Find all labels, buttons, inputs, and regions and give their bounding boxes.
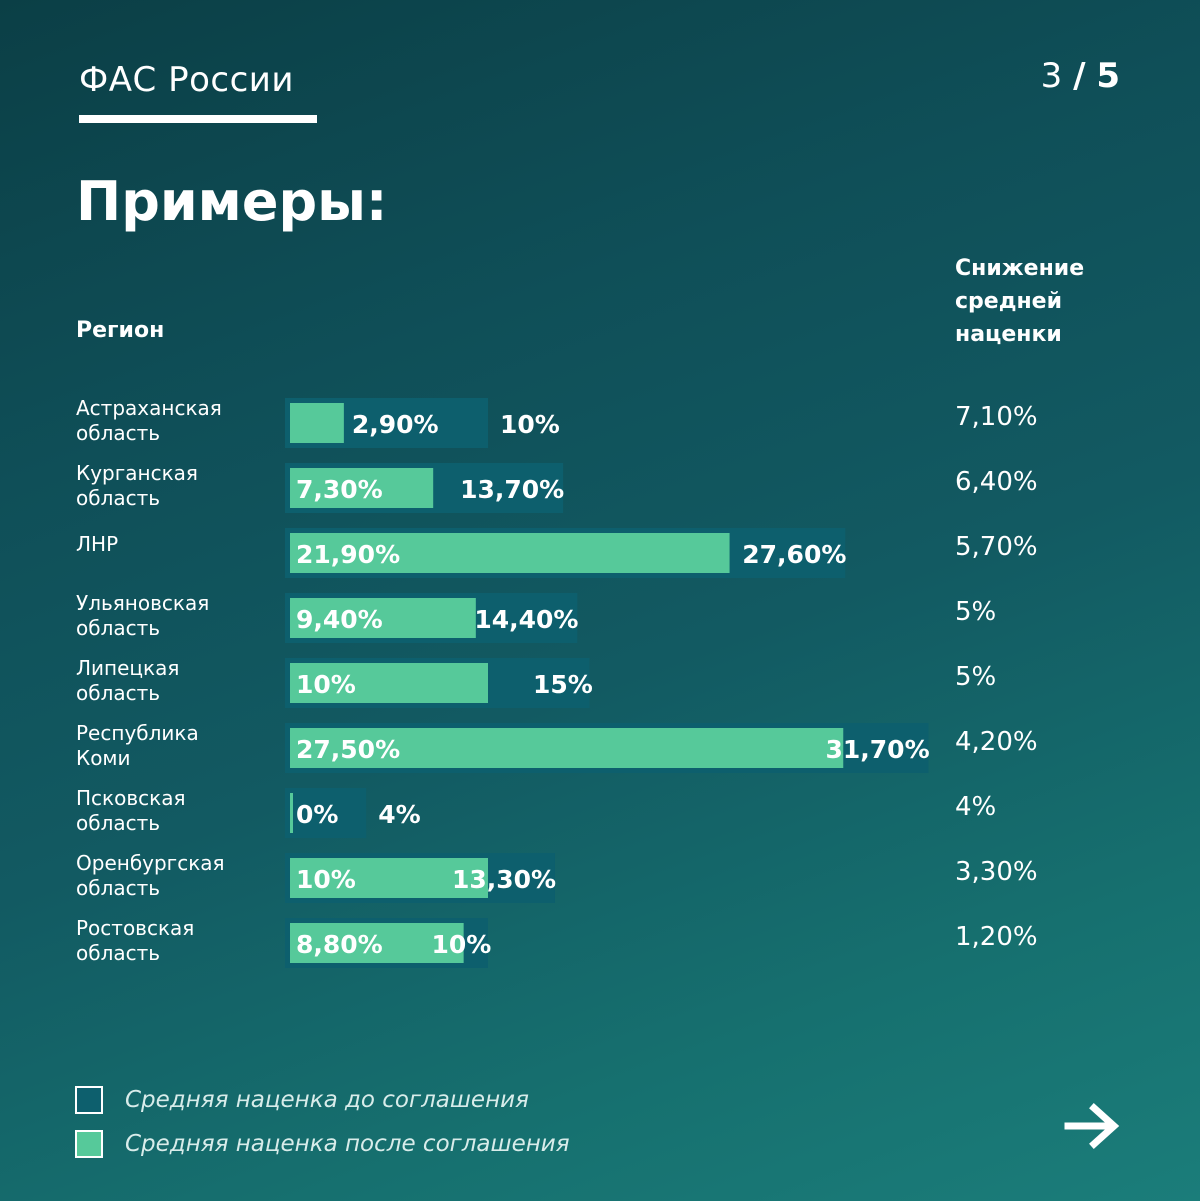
bar-label-after: 2,90% [352, 410, 439, 439]
brand-logo-text: ФАС России [79, 60, 294, 100]
bar-label-before: 27,60% [742, 540, 846, 569]
region-label: область [76, 876, 160, 900]
region-label: Коми [76, 746, 131, 770]
decrease-value: 7,10% [955, 402, 1038, 432]
decrease-value: 4% [955, 792, 996, 822]
legend-item-before: Средняя наценка до соглашения [75, 1078, 570, 1122]
bar-label-before: 13,30% [452, 865, 556, 894]
region-label: область [76, 681, 160, 705]
decrease-value: 1,20% [955, 922, 1038, 952]
bar-label-after: 27,50% [296, 735, 400, 764]
legend-label-before: Средняя наценка до соглашения [125, 1087, 529, 1113]
bar-label-after: 9,40% [296, 605, 383, 634]
bar-label-before: 13,70% [460, 475, 564, 504]
bar-after [290, 858, 488, 898]
bar-before [285, 788, 367, 838]
bar-label-after: 0% [296, 800, 338, 829]
page-current: 3 [1040, 56, 1063, 96]
next-page-button[interactable] [1064, 1100, 1122, 1152]
bar-after [290, 533, 730, 573]
page-separator: / [1073, 56, 1086, 96]
bar-label-after: 10% [296, 670, 356, 699]
legend-swatch-after [75, 1130, 103, 1158]
decrease-column-header: Снижение средней наценки [955, 256, 1085, 347]
bar-label-before: 10% [432, 930, 492, 959]
legend-label-after: Средняя наценка после соглашения [125, 1131, 570, 1157]
region-label: область [76, 421, 160, 445]
page-title: Примеры: [76, 170, 388, 233]
region-label: Липецкая [76, 656, 179, 680]
legend-item-after: Средняя наценка после соглашения [75, 1122, 570, 1166]
region-column-header: Регион [76, 318, 165, 343]
bar-after [290, 403, 344, 443]
region-label: область [76, 486, 160, 510]
region-label: область [76, 616, 160, 640]
region-label: Курганская [76, 461, 198, 485]
legend-swatch-before [75, 1086, 103, 1114]
bar-after [290, 468, 434, 508]
bar-label-before: 15% [533, 670, 593, 699]
bar-label-after: 10% [296, 865, 356, 894]
page-indicator: 3 / 5 [1041, 56, 1120, 96]
decrease-value: 5% [955, 597, 996, 627]
decrease-value: 5% [955, 662, 996, 692]
chart-legend: Средняя наценка до соглашения Средняя на… [75, 1078, 570, 1166]
region-label: Ульяновская [76, 591, 209, 615]
region-label: Астраханская [76, 396, 222, 420]
bar-after [290, 663, 488, 703]
decrease-value: 4,20% [955, 727, 1038, 757]
arrow-right-icon [1064, 1103, 1120, 1149]
bar-after [290, 728, 844, 768]
region-label: ЛНР [76, 532, 118, 556]
bar-after [290, 923, 464, 963]
decrease-value: 6,40% [955, 467, 1038, 497]
brand-underline [79, 115, 317, 123]
bar-label-after: 8,80% [296, 930, 383, 959]
region-label: Ростовская [76, 916, 194, 940]
bar-label-after: 7,30% [296, 475, 383, 504]
page-total: 5 [1096, 56, 1120, 96]
bar-after [290, 793, 293, 833]
region-label: Оренбургская [76, 851, 225, 875]
region-label: область [76, 811, 160, 835]
bar-label-before: 4% [378, 800, 420, 829]
bar-label-before: 31,70% [826, 735, 930, 764]
bar-label-before: 10% [500, 410, 560, 439]
region-label: Псковская [76, 786, 186, 810]
decrease-value: 3,30% [955, 857, 1038, 887]
bar-label-after: 21,90% [296, 540, 400, 569]
region-label: Республика [76, 721, 199, 745]
region-label: область [76, 941, 160, 965]
bar-label-before: 14,40% [474, 605, 578, 634]
decrease-value: 5,70% [955, 532, 1038, 562]
bar-after [290, 598, 476, 638]
